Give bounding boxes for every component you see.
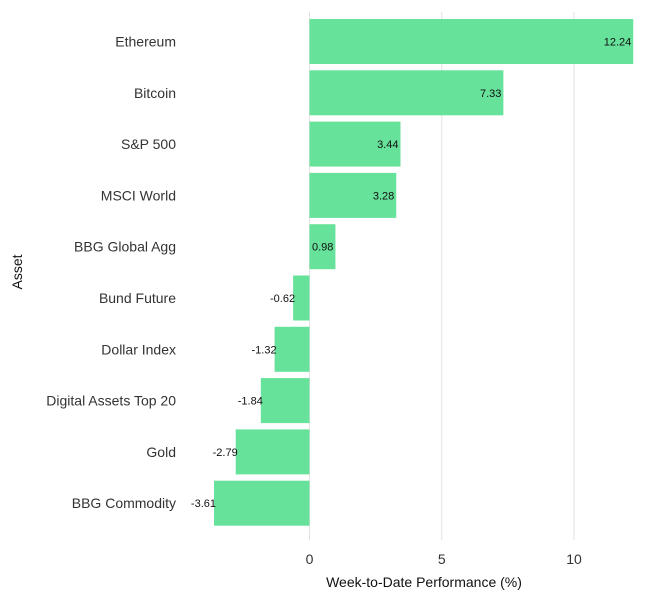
data-label: -3.61 xyxy=(191,498,216,510)
category-label: S&P 500 xyxy=(121,136,176,152)
data-label: -1.32 xyxy=(252,344,277,356)
data-label: -1.84 xyxy=(238,396,263,408)
x-tick-label: 0 xyxy=(306,551,314,567)
category-label: Bund Future xyxy=(99,290,176,306)
bar-bbg-global-agg xyxy=(309,224,336,270)
data-label: 0.98 xyxy=(312,242,333,254)
bar-digital-assets-top-20 xyxy=(260,378,310,424)
category-label: Digital Assets Top 20 xyxy=(46,393,176,409)
bar-s-p-500 xyxy=(309,121,401,167)
category-label: Ethereum xyxy=(115,34,176,50)
bar-bitcoin xyxy=(309,70,504,116)
data-labels: 12.24 7.33 3.44 3.28 0.98 -0.62 -1.32 -1.84 -2.7… xyxy=(191,37,631,511)
data-label: -0.62 xyxy=(270,293,295,305)
data-label: 3.28 xyxy=(373,190,394,202)
bar-msci-world xyxy=(309,172,397,218)
category-label: Bitcoin xyxy=(134,85,176,101)
bar-dollar-index xyxy=(274,326,310,372)
category-label: MSCI World xyxy=(101,187,176,203)
bar-bund-future xyxy=(293,275,310,321)
y-axis-title: Asset xyxy=(9,254,25,289)
category-label: Gold xyxy=(146,444,176,460)
x-tick-label: 5 xyxy=(438,551,446,567)
category-labels: Ethereum Bitcoin S&P 500 MSCI World BBG Glob… xyxy=(46,34,176,512)
data-label: -2.79 xyxy=(213,447,238,459)
x-tick-label: 10 xyxy=(566,551,582,567)
category-label: BBG Commodity xyxy=(72,495,176,511)
data-label: 12.24 xyxy=(604,37,632,49)
category-label: Dollar Index xyxy=(101,341,176,357)
x-tick-labels: 0 5 10 xyxy=(306,551,582,567)
data-label: 7.33 xyxy=(480,88,501,100)
data-label: 3.44 xyxy=(377,139,398,151)
bar-ethereum xyxy=(309,19,634,64)
x-axis-title: Week-to-Date Performance (%) xyxy=(326,574,522,590)
category-label: BBG Global Agg xyxy=(74,239,176,255)
bar-gold xyxy=(235,429,310,475)
bars xyxy=(214,19,634,526)
bar-bbg-commodity xyxy=(214,480,310,526)
